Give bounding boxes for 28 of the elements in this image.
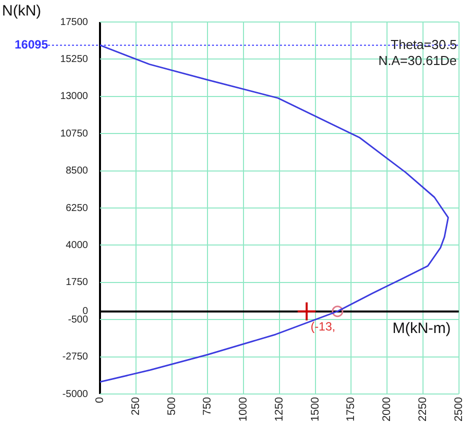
x-tick-label: 2500 [452,397,465,422]
x-tick-label: 2250 [416,397,429,422]
y-axis-title: N(kN) [2,2,42,20]
x-tick-label: 1250 [273,397,286,422]
y-tick-label: 4000 [66,240,88,251]
x-axis-title: M(kN-m) [392,320,451,337]
y-tick-label: 15250 [60,54,88,65]
y-tick-label: 17500 [60,16,88,28]
y-tick-label: -2750 [62,352,88,363]
annotation: N.A=30.61De [378,52,457,68]
ref-line-label: 16095 [14,38,48,52]
x-tick-label: 750 [202,397,214,416]
x-tick-label: 1500 [309,397,322,422]
y-tick-label: 6250 [66,202,88,214]
x-tick-label: 2000 [381,397,394,422]
y-tick-label: 8500 [66,166,88,177]
x-tick-label: 250 [130,397,142,416]
annotation: (-13, [310,320,336,334]
y-tick-label: -5000 [62,388,88,400]
y-tick-label: 13000 [60,91,88,102]
x-tick-label: 0 [94,397,106,404]
y-tick-label: 1750 [66,277,88,288]
x-tick-label: 1000 [238,397,250,422]
y-tick-label: -500 [68,314,88,326]
x-tick-label: 1750 [345,397,358,422]
annotation: Theta=30.5 [390,36,457,52]
y-tick-label: 10750 [60,128,88,140]
x-tick-label: 500 [166,397,178,416]
